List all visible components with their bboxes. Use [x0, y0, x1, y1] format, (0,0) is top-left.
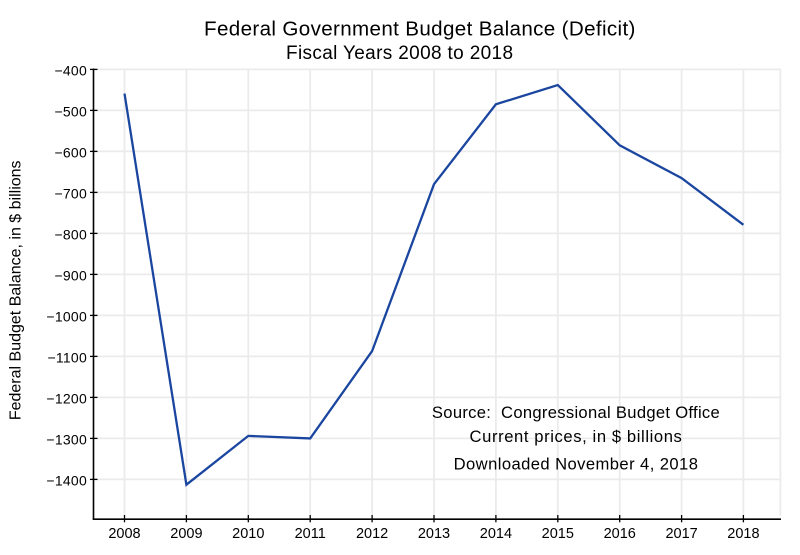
svg-text:Federal Government Budget Bala: Federal Government Budget Balance (Defic…: [204, 17, 636, 40]
svg-text:−1100: −1100: [47, 349, 87, 365]
svg-text:2015: 2015: [542, 526, 574, 542]
svg-text:−1300: −1300: [46, 431, 87, 447]
svg-text:−600: −600: [54, 144, 87, 160]
svg-text:2018: 2018: [727, 526, 759, 542]
svg-text:−500: −500: [54, 103, 87, 119]
svg-text:2012: 2012: [356, 526, 388, 542]
svg-text:−700: −700: [54, 185, 87, 201]
svg-text:2010: 2010: [232, 526, 264, 542]
svg-text:Source: Congressional Budget: Source: Congressional Budget Office: [432, 403, 720, 422]
svg-text:−1000: −1000: [46, 308, 87, 324]
svg-text:−800: −800: [54, 226, 87, 242]
svg-text:2013: 2013: [418, 526, 450, 542]
svg-text:Downloaded November 4, 2018: Downloaded November 4, 2018: [454, 455, 699, 474]
svg-text:−400: −400: [54, 62, 87, 78]
svg-text:2017: 2017: [665, 526, 697, 542]
svg-text:Federal Budget Balance, in $ b: Federal Budget Balance, in $ billions: [7, 160, 24, 420]
svg-text:2016: 2016: [604, 526, 636, 542]
svg-text:2011: 2011: [295, 526, 326, 542]
svg-text:2009: 2009: [170, 526, 202, 542]
svg-text:Current prices, in $ billions: Current prices, in $ billions: [470, 427, 683, 446]
svg-text:2008: 2008: [108, 526, 140, 542]
svg-text:−1200: −1200: [46, 390, 87, 406]
svg-text:−900: −900: [54, 267, 87, 283]
svg-text:Fiscal Years 2008 to 2018: Fiscal Years 2008 to 2018: [286, 43, 513, 64]
svg-text:−1400: −1400: [46, 472, 87, 488]
svg-text:2014: 2014: [480, 526, 512, 542]
